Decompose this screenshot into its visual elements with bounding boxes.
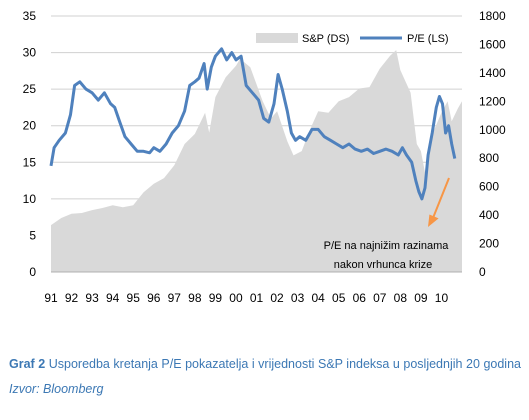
- y-left-tick-label: 25: [23, 82, 37, 96]
- y-right-tick-label: 800: [479, 151, 499, 165]
- annotation-arrow: [432, 177, 450, 219]
- x-tick-label: 04: [311, 291, 325, 305]
- x-tick-label: 02: [270, 291, 284, 305]
- legend-sp-label: S&P (DS): [302, 33, 349, 45]
- x-tick-label: 01: [250, 291, 264, 305]
- y-left-tick-label: 5: [29, 228, 36, 242]
- y-right-tick-label: 1800: [479, 9, 506, 23]
- x-tick-label: 93: [85, 291, 99, 305]
- x-tick-label: 00: [229, 291, 243, 305]
- legend: S&P (DS) P/E (LS): [256, 33, 449, 45]
- x-tick-label: 10: [435, 291, 449, 305]
- y-left-tick-label: 0: [29, 265, 36, 279]
- y-right-tick-label: 1600: [479, 37, 506, 51]
- x-tick-label: 07: [373, 291, 387, 305]
- pe-line-series: [49, 47, 457, 201]
- x-tick-label: 05: [332, 291, 346, 305]
- x-tick-label: 91: [44, 291, 58, 305]
- annotation-line-1: P/E na najnižim razinama: [324, 240, 450, 252]
- x-tick-label: 98: [188, 291, 202, 305]
- y-left-tick-labels: 0 5 10 15 20 25 30 35: [23, 9, 37, 279]
- x-tick-label: 08: [394, 291, 408, 305]
- y-right-tick-label: 1400: [479, 66, 506, 80]
- annotation-arrowhead: [428, 214, 439, 227]
- annotation-line-2: nakon vrhunca krize: [334, 259, 432, 271]
- caption-text: Usporedba kretanja P/E pokazatelja i vri…: [48, 357, 521, 371]
- x-tick-labels: 91 92 93 94 95 96 97 98 99 00 01 02 03 04 05 06 07 08 09 10: [44, 291, 448, 305]
- caption-label: Graf 2: [9, 357, 46, 371]
- y-right-tick-label: 400: [479, 208, 499, 222]
- figure-caption: Graf 2 Usporedba kretanja P/E pokazatelj…: [9, 352, 521, 402]
- x-tick-label: 09: [414, 291, 428, 305]
- y-right-tick-label: 1200: [479, 94, 506, 108]
- y-right-tick-label: 600: [479, 180, 499, 194]
- sp-area-series: [51, 50, 462, 272]
- legend-sp-swatch: [256, 33, 298, 43]
- y-right-tick-label: 1000: [479, 123, 506, 137]
- x-tick-label: 06: [353, 291, 367, 305]
- x-tick-label: 96: [147, 291, 161, 305]
- y-left-tick-label: 30: [23, 46, 37, 60]
- caption-source: Izvor: Bloomberg: [9, 382, 104, 396]
- x-tick-label: 94: [106, 291, 120, 305]
- y-left-tick-label: 10: [23, 192, 37, 206]
- x-tick-label: 03: [291, 291, 305, 305]
- y-left-tick-label: 15: [23, 155, 37, 169]
- annotation: P/E na najnižim razinama nakon vrhunca k…: [324, 177, 450, 271]
- y-left-tick-label: 35: [23, 9, 37, 23]
- y-right-tick-label: 200: [479, 237, 499, 251]
- y-left-tick-label: 20: [23, 119, 37, 133]
- x-tick-label: 95: [127, 291, 141, 305]
- y-right-tick-label: 0: [479, 265, 486, 279]
- x-tick-label: 92: [65, 291, 79, 305]
- x-tick-label: 97: [168, 291, 182, 305]
- legend-pe-label: P/E (LS): [407, 33, 449, 45]
- x-tick-label: 99: [209, 291, 223, 305]
- y-right-tick-labels: 0 200 400 600 800 1000 1200 1400 1600 1800: [479, 9, 506, 279]
